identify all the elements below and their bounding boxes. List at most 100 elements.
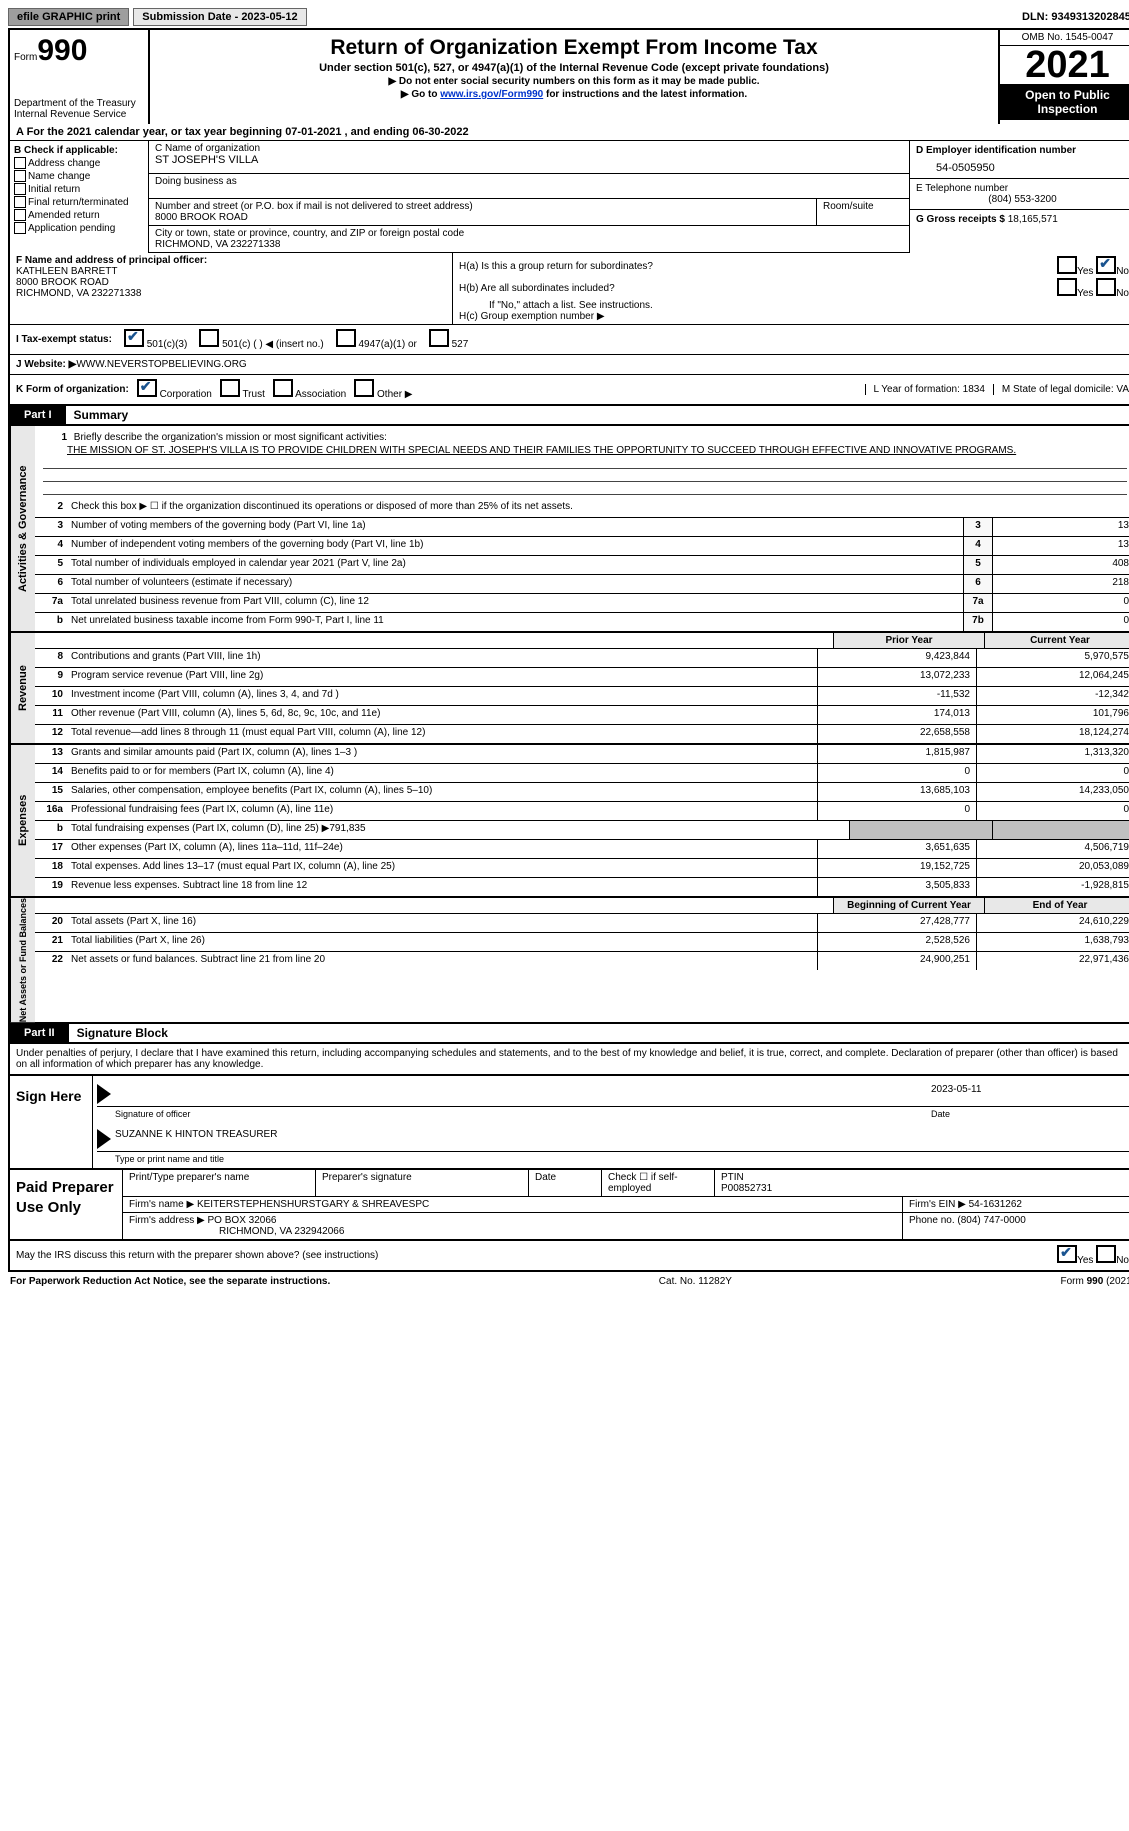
efile-button[interactable]: efile GRAPHIC print [8,8,129,26]
line-val: 0 [992,613,1129,631]
i-501c3[interactable] [124,329,144,347]
may-no[interactable] [1096,1245,1116,1263]
line-num: 22 [35,952,67,970]
line-val: 218 [992,575,1129,593]
dba-label: Doing business as [155,176,903,187]
p-h3: Date [529,1170,602,1196]
prior-val: 19,152,725 [817,859,976,877]
line-num: 15 [35,783,67,801]
line-box: 6 [963,575,992,593]
i-4947[interactable] [336,329,356,347]
firm-addr-label: Firm's address ▶ [129,1215,208,1226]
curr-val: -12,342 [976,687,1129,705]
line-desc: Other expenses (Part IX, column (A), lin… [67,840,817,858]
prior-val: -11,532 [817,687,976,705]
subtitle: Under section 501(c), 527, or 4947(a)(1)… [158,62,990,74]
f-label: F Name and address of principal officer: [16,255,446,266]
line-num: 11 [35,706,67,724]
line-num: 12 [35,725,67,743]
line-num: b [35,613,67,631]
curr-val: 24,610,229 [976,914,1129,932]
form-prefix: Form [14,52,37,63]
side-exp: Expenses [10,745,35,896]
firm-label: Firm's name ▶ [129,1199,197,1210]
line-num: 5 [35,556,67,574]
ha-yes[interactable] [1057,256,1077,274]
k-other[interactable] [354,379,374,397]
side-gov: Activities & Governance [10,426,35,631]
col-b-title: B Check if applicable: [14,145,144,156]
line-box: 7b [963,613,992,631]
line-num: 9 [35,668,67,686]
line-desc: Other revenue (Part VIII, column (A), li… [67,706,817,724]
irs-link[interactable]: www.irs.gov/Form990 [440,89,543,100]
line-desc: Total number of individuals employed in … [67,556,963,574]
sign-here: Sign Here 2023-05-11 Signature of office… [8,1076,1129,1170]
i-501c[interactable] [199,329,219,347]
hb-yes[interactable] [1057,278,1077,296]
ein-label: D Employer identification number [916,145,1129,156]
k-trust[interactable] [220,379,240,397]
col-c: C Name of organizationST JOSEPH'S VILLA … [149,141,909,253]
website: WWW.NEVERSTOPBELIEVING.ORG [76,359,246,370]
line-val: 0 [992,594,1129,612]
footer-mid: Cat. No. 11282Y [659,1276,732,1287]
line-desc: Total assets (Part X, line 16) [67,914,817,932]
line-val: 13 [992,537,1129,555]
tax-year: 2021 [1000,46,1129,84]
paid-preparer: Paid Preparer Use Only Print/Type prepar… [8,1170,1129,1241]
date-label-txt: Date [931,1109,1129,1119]
prior-val: 174,013 [817,706,976,724]
officer-name: KATHLEEN BARRETT [16,266,446,277]
line-desc: Grants and similar amounts paid (Part IX… [67,745,817,763]
sig-declaration: Under penalties of perjury, I declare th… [8,1044,1129,1076]
line-box: 4 [963,537,992,555]
curr-val: 0 [976,802,1129,820]
part1-header: Part I Summary [8,406,1129,426]
i-527[interactable] [429,329,449,347]
line-desc: Total unrelated business revenue from Pa… [67,594,963,612]
curr-val: 5,970,575 [976,649,1129,667]
hdr-prior: Prior Year [833,633,984,648]
curr-val: 101,796 [976,706,1129,724]
checkbox[interactable] [14,222,26,234]
checkbox[interactable] [14,157,26,169]
line-val: 13 [992,518,1129,536]
line-desc: Investment income (Part VIII, column (A)… [67,687,817,705]
line-desc: Net unrelated business taxable income fr… [67,613,963,631]
k-assoc[interactable] [273,379,293,397]
line-desc: Revenue less expenses. Subtract line 18 … [67,878,817,896]
line-num: 8 [35,649,67,667]
ha-no[interactable] [1096,256,1116,274]
firm-name: KEITERSTEPHENSHURSTGARY & SHREAVESPC [197,1199,429,1210]
checkbox[interactable] [14,196,26,208]
row-i: I Tax-exempt status: 501(c)(3) 501(c) ( … [8,325,1129,355]
line-desc: Salaries, other compensation, employee b… [67,783,817,801]
prior-val: 0 [817,764,976,782]
line-desc: Total expenses. Add lines 13–17 (must eq… [67,859,817,877]
footer-left: For Paperwork Reduction Act Notice, see … [10,1276,330,1287]
checkbox[interactable] [14,183,26,195]
form-number: 990 [37,34,87,67]
col-b: B Check if applicable: Address changeNam… [10,141,149,253]
form-header: Form990 Department of the Treasury Inter… [8,28,1129,124]
line-desc: Professional fundraising fees (Part IX, … [67,802,817,820]
checkbox[interactable] [14,170,26,182]
curr-val: 18,124,274 [976,725,1129,743]
k-corp[interactable] [137,379,157,397]
prep-label: Paid Preparer Use Only [10,1170,122,1239]
may-discuss: May the IRS discuss this return with the… [8,1241,1129,1272]
l-year: L Year of formation: 1834 [865,384,985,395]
grey-cell [992,821,1129,839]
sign-label: Sign Here [10,1076,92,1168]
hb-no[interactable] [1096,278,1116,296]
may-yes[interactable] [1057,1245,1077,1263]
open-public: Open to Public Inspection [1000,84,1129,120]
officer-sig-name: SUZANNE K HINTON TREASURER [115,1129,277,1149]
name-arrow-icon [97,1129,111,1149]
chk-label: Name change [28,171,90,182]
p-h5: PTIN [721,1172,1129,1183]
checkbox[interactable] [14,209,26,221]
c-name-label: C Name of organization [155,143,903,154]
summary-exp: Expenses 13Grants and similar amounts pa… [8,745,1129,898]
